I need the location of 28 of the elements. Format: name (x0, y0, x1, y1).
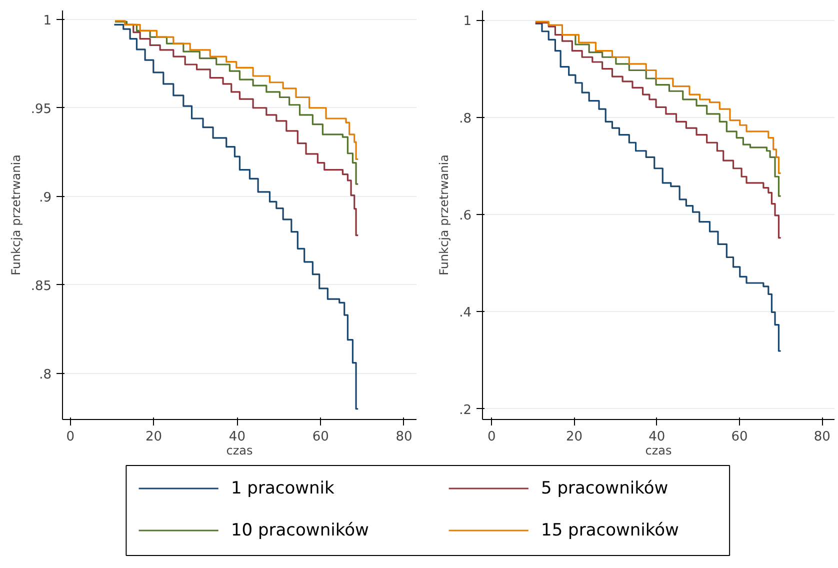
y-tick-label: 1 (463, 14, 472, 30)
x-tick-label: 40 (648, 430, 666, 444)
x-tick-label: 40 (228, 430, 246, 444)
legend-label: 15 pracowników (541, 520, 680, 540)
y-axis-title: Funkcja przetrwania (8, 154, 23, 276)
y-axis-title: Funkcja przetrwania (437, 154, 452, 276)
x-tick-label: 60 (312, 430, 329, 444)
legend-label: 5 pracowników (541, 478, 668, 498)
x-tick-label: 0 (487, 430, 496, 444)
y-tick-label: .6 (459, 208, 472, 224)
y-tick-label: .85 (30, 278, 52, 294)
y-tick-label: .2 (459, 402, 472, 418)
y-tick-label: .4 (459, 306, 472, 321)
y-tick-label: .8 (459, 111, 472, 126)
legend-label: 10 pracowników (230, 520, 369, 540)
x-axis-title: czas (226, 444, 253, 458)
x-axis-title: czas (645, 444, 672, 458)
x-tick-label: 80 (396, 430, 412, 444)
y-tick-label: .9 (39, 190, 52, 206)
x-tick-label: 20 (566, 430, 582, 444)
y-tick-label: .8 (39, 367, 52, 382)
y-tick-label: .95 (30, 102, 52, 117)
legend-label: 1 pracownik (230, 478, 335, 498)
x-tick-label: 80 (814, 430, 830, 444)
x-tick-label: 0 (66, 430, 75, 444)
y-tick-label: 1 (43, 13, 52, 28)
x-tick-label: 60 (731, 430, 748, 444)
x-tick-label: 20 (146, 430, 162, 444)
